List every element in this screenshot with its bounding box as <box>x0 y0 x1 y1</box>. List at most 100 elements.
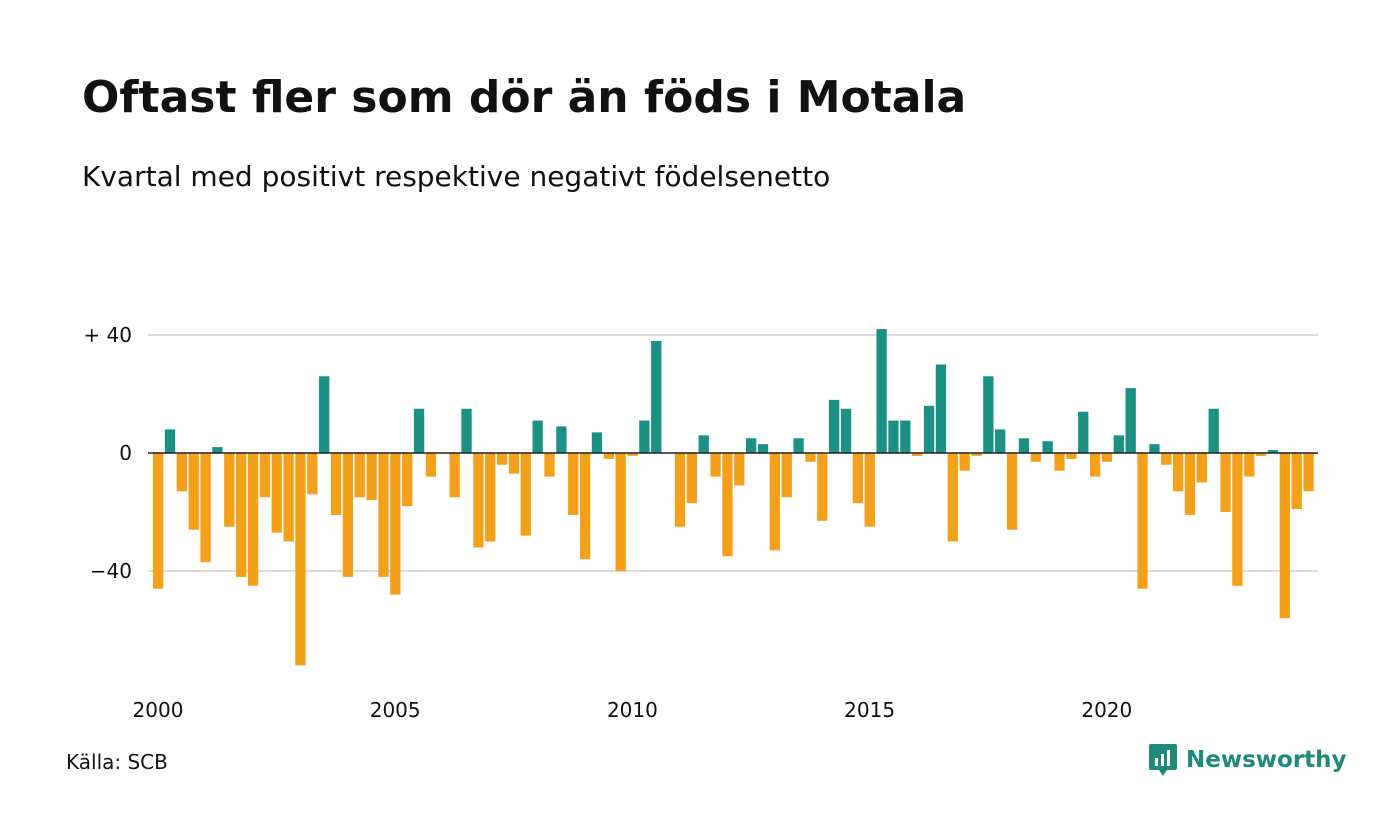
bar <box>995 429 1006 453</box>
bar <box>271 453 282 533</box>
bar <box>485 453 496 542</box>
bar <box>1196 453 1207 483</box>
bar <box>627 453 638 456</box>
bar <box>912 453 923 456</box>
bar <box>1018 438 1030 453</box>
chart-title: Oftast fler som dör än föds i Motala <box>82 72 967 123</box>
bar <box>1208 408 1219 453</box>
bar <box>1279 453 1290 619</box>
x-axis-ticks: 2000 2005 2010 2015 2020 <box>133 698 1133 722</box>
bar <box>686 453 697 504</box>
bar <box>402 453 413 507</box>
bar <box>1089 453 1101 477</box>
bar <box>1303 453 1314 492</box>
bar <box>544 453 555 477</box>
bar <box>520 453 531 536</box>
bar <box>1030 453 1041 462</box>
bar <box>390 453 401 595</box>
bar <box>591 432 603 453</box>
bar <box>722 453 733 557</box>
bar <box>425 453 437 477</box>
bar <box>615 453 626 571</box>
bar <box>1291 453 1302 510</box>
bar <box>864 453 875 527</box>
bar <box>840 408 852 453</box>
bar <box>935 364 947 453</box>
bar <box>852 453 864 504</box>
bar <box>319 376 330 453</box>
bar <box>793 438 804 453</box>
bar <box>413 408 425 453</box>
bar <box>603 453 614 459</box>
bar <box>1172 453 1184 492</box>
bar <box>153 453 164 589</box>
bar <box>224 453 235 527</box>
bar <box>947 453 958 542</box>
bar <box>378 453 389 577</box>
bar <box>710 453 721 477</box>
bar <box>757 444 769 453</box>
bar <box>829 399 840 453</box>
bar <box>817 453 828 521</box>
bar <box>307 453 318 495</box>
bar <box>212 447 223 453</box>
bar <box>888 420 899 453</box>
bar <box>781 453 792 498</box>
bar <box>1184 453 1196 515</box>
bar <box>900 420 911 453</box>
x-tick-label: 2000 <box>133 698 184 722</box>
bar <box>1267 450 1279 453</box>
bar <box>1255 453 1267 456</box>
bar <box>971 453 982 456</box>
bar <box>923 405 935 453</box>
bar <box>639 420 650 453</box>
bar <box>532 420 543 453</box>
bar <box>568 453 579 515</box>
chart-subtitle: Kvartal med positivt respektive negativt… <box>82 160 831 193</box>
bar <box>1042 441 1053 453</box>
brand-name: Newsworthy <box>1186 747 1347 773</box>
y-tick-label: 0 <box>119 441 132 465</box>
bar <box>295 453 306 666</box>
bar <box>366 453 377 501</box>
bar <box>508 453 520 474</box>
bar <box>959 453 970 471</box>
bar <box>1137 453 1148 589</box>
bar <box>1244 453 1255 477</box>
bar <box>200 453 211 563</box>
bar <box>983 376 994 453</box>
y-axis-ticks: + 40 0 −40 <box>83 323 132 583</box>
bar <box>1006 453 1018 530</box>
bar <box>805 453 816 462</box>
brand-logo: Newsworthy <box>1148 743 1347 777</box>
bar <box>1232 453 1243 586</box>
bar <box>496 453 508 465</box>
bar <box>651 340 662 453</box>
x-tick-label: 2015 <box>844 698 895 722</box>
newsworthy-logo-icon <box>1149 744 1177 776</box>
bar <box>176 453 188 492</box>
bar <box>674 453 686 527</box>
bar <box>1054 453 1065 471</box>
bar <box>188 453 199 530</box>
bar <box>1125 388 1136 453</box>
bar <box>236 453 247 577</box>
bar <box>698 435 709 453</box>
bar <box>579 453 591 560</box>
bar <box>1149 444 1160 453</box>
bars <box>153 329 1314 666</box>
bar <box>259 453 271 498</box>
bar <box>473 453 484 548</box>
y-tick-label: −40 <box>90 559 132 583</box>
bar <box>449 453 460 498</box>
y-tick-label: + 40 <box>83 323 132 347</box>
bar <box>769 453 781 551</box>
bar <box>330 453 342 515</box>
bar <box>1161 453 1172 465</box>
bar <box>342 453 354 577</box>
bar <box>1113 435 1124 453</box>
bar <box>1078 411 1089 453</box>
bar <box>876 329 887 453</box>
bar <box>354 453 365 498</box>
